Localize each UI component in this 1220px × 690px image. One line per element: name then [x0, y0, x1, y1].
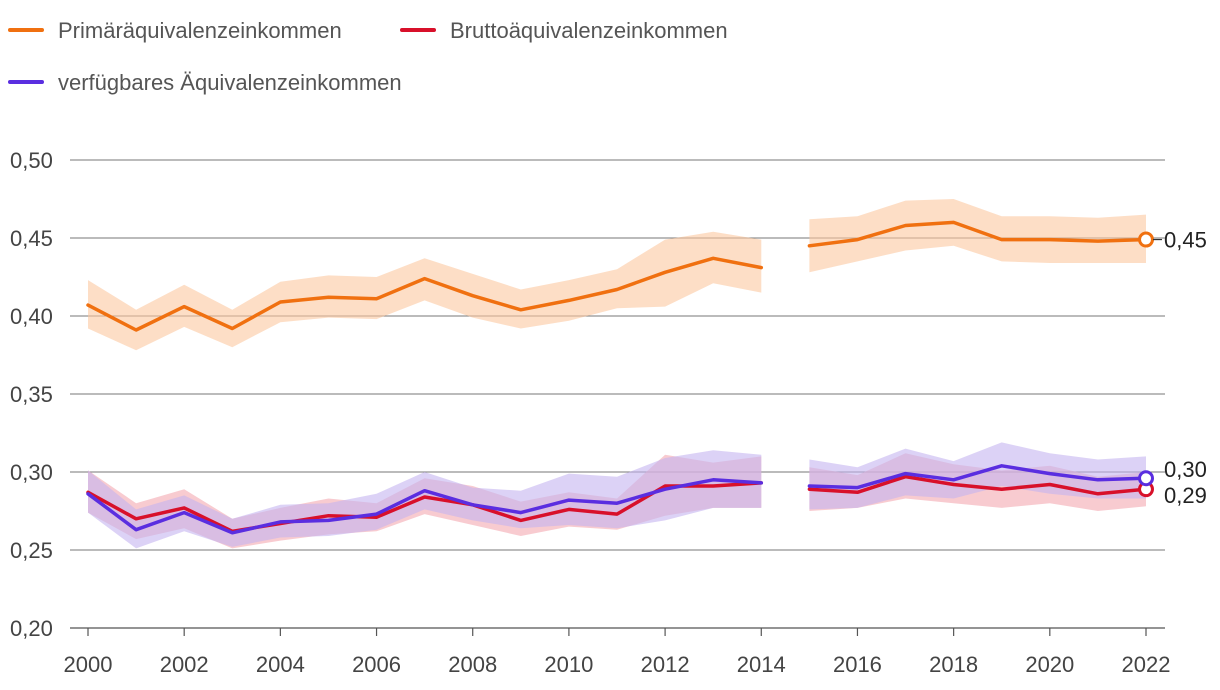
end-marker-verfuegbar[interactable] [1138, 470, 1154, 487]
series-lines [86, 220, 1148, 535]
band-verfuegbar-2 [809, 442, 1146, 510]
y-tick-label: 0,45 [10, 226, 53, 251]
end-label-primaer: 0,45 [1164, 228, 1207, 253]
x-tick-label: 2010 [544, 652, 593, 677]
y-tick-label: 0,50 [10, 148, 53, 173]
legend-item-brutto[interactable]: Bruttoäquivalenzeinkommen [400, 18, 728, 43]
legend-label-primaer: Primäräquivalenzeinkommen [58, 18, 342, 43]
line-primaer-2[interactable] [807, 220, 1148, 248]
end-label-verfuegbar: 0,30 [1164, 457, 1207, 482]
x-tick-label: 2006 [352, 652, 401, 677]
x-tick-label: 2012 [641, 652, 690, 677]
band-primaer-1 [88, 231, 762, 351]
end-markers: 0,45 0,290,30 [1138, 228, 1207, 508]
band-primaer-2 [809, 199, 1146, 273]
x-tick-label: 2022 [1122, 652, 1171, 677]
y-tick-label: 0,40 [10, 304, 53, 329]
band-verfuegbar-1 [88, 450, 762, 549]
confidence-bands [88, 199, 1146, 549]
axes: 0,20 0,25 0,30 0,35 0,40 0,45 0,50 2000 2002 2004… [10, 148, 1170, 677]
x-tick-label: 2008 [448, 652, 497, 677]
x-tick-label: 2020 [1025, 652, 1074, 677]
legend: Primäräquivalenzeinkommen Bruttoäquivale… [8, 18, 728, 95]
legend-label-verfuegbar: verfügbares Äquivalenzeinkommen [58, 70, 402, 95]
legend-item-verfuegbar[interactable]: verfügbares Äquivalenzeinkommen [8, 70, 402, 95]
x-tick-label: 2016 [833, 652, 882, 677]
x-tick-label: 2014 [737, 652, 786, 677]
end-marker-primaer[interactable] [1138, 231, 1154, 248]
x-tick-label: 2004 [256, 652, 305, 677]
line-primaer-1[interactable] [86, 256, 764, 332]
end-label-brutto: 0,29 [1164, 483, 1207, 508]
y-tick-label: 0,30 [10, 460, 53, 485]
y-tick-label: 0,20 [10, 616, 53, 641]
legend-item-primaer[interactable]: Primäräquivalenzeinkommen [8, 18, 342, 43]
x-tick-label: 2002 [160, 652, 209, 677]
y-tick-label: 0,25 [10, 538, 53, 563]
line-verfuegbar-2[interactable] [807, 464, 1148, 490]
x-tick-label: 2018 [929, 652, 978, 677]
legend-label-brutto: Bruttoäquivalenzeinkommen [450, 18, 728, 43]
line-verfuegbar-1[interactable] [86, 478, 764, 535]
y-tick-label: 0,35 [10, 382, 53, 407]
line-brutto-2[interactable] [807, 474, 1148, 496]
x-tick-label: 2000 [64, 652, 113, 677]
